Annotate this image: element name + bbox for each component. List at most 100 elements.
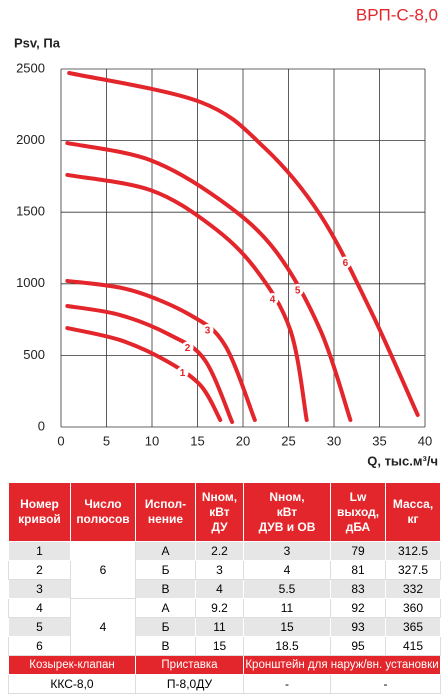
table-row: 4 4 А 9.2 11 92 360 (8, 598, 441, 656)
curve-label-bg (339, 256, 352, 269)
table-cell: 15 (243, 617, 331, 637)
x-tick-label: 20 (236, 433, 250, 448)
table-cell: 2 (8, 560, 71, 580)
table-cell: 327.5 (385, 560, 441, 580)
table-cell: 360 (385, 598, 441, 618)
table-cell: Масса, кг (385, 482, 441, 542)
curve (67, 71, 420, 417)
table-cell: - (243, 674, 331, 694)
table-cell: - (330, 674, 441, 694)
table-cell: 2.2 (195, 541, 244, 561)
table-cell: 3 (8, 579, 71, 599)
table-cell: 3 (195, 560, 244, 580)
table-cell: Кронштейн для наруж/вн. установки (243, 655, 441, 675)
table-row: 1 6 А 2.2 3 79 312.5 (8, 541, 441, 599)
table-cell: 4 (243, 560, 331, 580)
table-cell: 6 (70, 541, 136, 599)
table-cell: 4 (195, 579, 244, 599)
y-tick-label: 500 (23, 347, 45, 362)
table-row: 3 В 4 5.5 83 332 (8, 579, 441, 599)
table-body: Номер кривой Число полюсов Испол- нение Nно… (8, 482, 441, 694)
table-row: Козырек-клапан Приставка Кронштейн для нар… (8, 655, 441, 675)
curve (65, 278, 257, 422)
x-tick-label: 30 (327, 433, 341, 448)
table-cell: 365 (385, 617, 441, 637)
y-tick-label: 2000 (16, 132, 45, 147)
table-cell: 4 (70, 598, 136, 656)
table-cell: В (135, 579, 196, 599)
curve-label-bg (176, 366, 189, 379)
table-cell: В (135, 636, 196, 656)
table-cell: 9.2 (195, 598, 244, 618)
y-axis-label: Psv, Па (14, 35, 61, 50)
table-cell: 83 (330, 579, 386, 599)
chart: ВРП-С-8,0 Psv, Па Q, тыс.м³/ч 0500100015… (14, 5, 438, 468)
table-cell: 312.5 (385, 541, 441, 561)
curve-label-bg (181, 341, 194, 354)
table-cell: 415 (385, 636, 441, 656)
table-cell: Б (135, 617, 196, 637)
curve-label: 1 (180, 368, 186, 379)
table-cell: 4 (8, 598, 71, 618)
table-cell: Испол- нение (135, 482, 196, 542)
curve-label-bg (291, 284, 304, 297)
table-cell: Nном, кВт ДУВ и ОВ (243, 482, 331, 542)
curve (65, 326, 223, 422)
curve-label: 4 (270, 295, 276, 306)
curve-label: 3 (205, 326, 211, 337)
table-row: 6 В 15 18.5 95 415 (8, 636, 441, 656)
table-cell: Козырек-клапан (8, 655, 136, 675)
curve (65, 172, 309, 422)
curve (65, 141, 353, 422)
table-cell: 11 (195, 617, 244, 637)
chart-title: ВРП-С-8,0 (356, 5, 438, 24)
table-cell: 79 (330, 541, 386, 561)
table-cell: 332 (385, 579, 441, 599)
x-tick-label: 10 (145, 433, 159, 448)
x-tick-label: 35 (372, 433, 386, 448)
table-row: ККС-8,0 П-8,0ДУ - - (8, 674, 441, 694)
x-tick-label: 0 (57, 433, 64, 448)
table-cell: Приставка (135, 655, 244, 675)
x-tick-label: 15 (190, 433, 204, 448)
table-cell: 3 (243, 541, 331, 561)
curve-label-bg (266, 293, 279, 306)
curve-label: 6 (343, 258, 349, 269)
table-cell: ККС-8,0 (8, 674, 136, 694)
x-tick-label: 5 (103, 433, 110, 448)
table-cell: Число полюсов (70, 482, 136, 542)
y-tick-label: 2500 (16, 60, 45, 75)
x-tick-label: 25 (281, 433, 295, 448)
table-cell: Nном, кВт ДУ (195, 482, 244, 542)
y-tick-label: 1500 (16, 204, 45, 219)
table-cell: 5 (8, 617, 71, 637)
table-cell: А (135, 541, 196, 561)
table-cell: Б (135, 560, 196, 580)
table-row: 5 Б 11 15 93 365 (8, 617, 441, 637)
x-axis-label: Q, тыс.м³/ч (367, 453, 438, 468)
table-cell: 5.5 (243, 579, 331, 599)
y-tick-label: 1000 (16, 275, 45, 290)
y-tick-label: 0 (38, 418, 45, 433)
table-cell: 95 (330, 636, 386, 656)
table-cell: 81 (330, 560, 386, 580)
table-cell: Lw выход, дБА (330, 482, 386, 542)
curve (65, 303, 235, 424)
table-row: Номер кривой Число полюсов Испол- нение Nно… (8, 482, 441, 542)
table-cell: 11 (243, 598, 331, 618)
spec-table: Номер кривой Число полюсов Испол- нение Nно… (8, 482, 441, 694)
curve-label-bg (201, 323, 214, 336)
table-cell: 1 (8, 541, 71, 561)
curve-label: 5 (295, 286, 301, 297)
table-cell: 92 (330, 598, 386, 618)
x-tick-label: 40 (418, 433, 432, 448)
table-cell: Номер кривой (8, 482, 71, 542)
table-cell: П-8,0ДУ (135, 674, 244, 694)
table-cell: 6 (8, 636, 71, 656)
table-cell: 93 (330, 617, 386, 637)
curve-label: 2 (185, 343, 191, 354)
table-cell: 18.5 (243, 636, 331, 656)
table-cell: 15 (195, 636, 244, 656)
table-cell: А (135, 598, 196, 618)
